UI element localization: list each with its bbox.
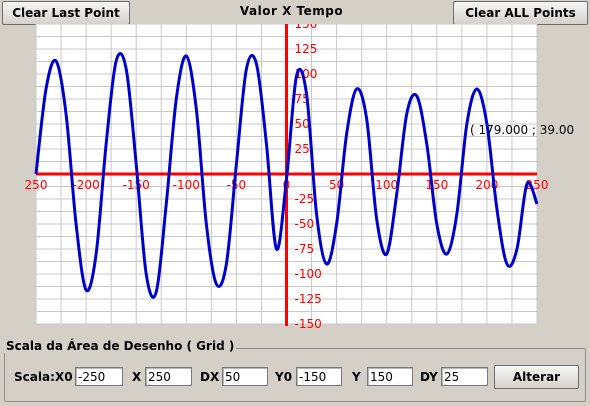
y-tick-label: 150 bbox=[295, 24, 318, 31]
coordinate-readout: ( 179.000 ; 39.00 bbox=[470, 123, 575, 137]
dy-field[interactable] bbox=[441, 367, 488, 386]
chart-title: Valor X Tempo bbox=[239, 4, 344, 18]
dx-field[interactable] bbox=[222, 367, 268, 386]
x-tick-label: 100 bbox=[375, 178, 398, 192]
toolbar: Clear Last Point Valor X Tempo Clear ALL… bbox=[0, 0, 590, 26]
clear-all-points-button[interactable]: Clear ALL Points bbox=[453, 1, 588, 25]
scale-panel bbox=[4, 348, 586, 402]
y-tick-label: -25 bbox=[295, 192, 315, 206]
y-tick-label: -125 bbox=[295, 292, 322, 306]
x0-label: X0 bbox=[55, 370, 73, 384]
y0-field[interactable] bbox=[296, 367, 342, 386]
y0-label: Y0 bbox=[275, 370, 293, 384]
x-tick-label: 150 bbox=[425, 178, 448, 192]
clear-last-point-button[interactable]: Clear Last Point bbox=[2, 1, 130, 25]
data-series bbox=[34, 52, 539, 299]
y-tick-label: 125 bbox=[295, 42, 318, 56]
y-tick-label: 25 bbox=[295, 142, 310, 156]
plot-area[interactable]: 250 -200 -150 -100 -50 0 50 100 150 200 2501501251… bbox=[0, 24, 590, 336]
dx-label: DX bbox=[200, 370, 220, 384]
x-tick-label: 250 bbox=[25, 178, 48, 192]
y-tick-label: -100 bbox=[295, 267, 322, 281]
x-tick-label: -200 bbox=[72, 178, 99, 192]
y-tick-label: 50 bbox=[295, 117, 310, 131]
x-label: X bbox=[132, 370, 142, 384]
y-field[interactable] bbox=[367, 367, 413, 386]
y-tick-label: -75 bbox=[295, 242, 315, 256]
alterar-button[interactable]: Alterar bbox=[494, 365, 579, 389]
x0-field[interactable] bbox=[75, 367, 123, 386]
x-field[interactable] bbox=[145, 367, 192, 386]
x-tick-label: -100 bbox=[173, 178, 200, 192]
scala-label: Scala: bbox=[14, 370, 55, 384]
y-tick-label: -150 bbox=[295, 317, 322, 331]
y-label: Y bbox=[352, 370, 361, 384]
series-line bbox=[34, 52, 539, 299]
scale-panel-title: Scala da Área de Desenho ( Grid ) bbox=[4, 339, 237, 353]
y-tick-label: -50 bbox=[295, 217, 315, 231]
x-tick-label: -150 bbox=[123, 178, 150, 192]
dy-label: DY bbox=[420, 370, 438, 384]
x-tick-label: -50 bbox=[227, 178, 247, 192]
